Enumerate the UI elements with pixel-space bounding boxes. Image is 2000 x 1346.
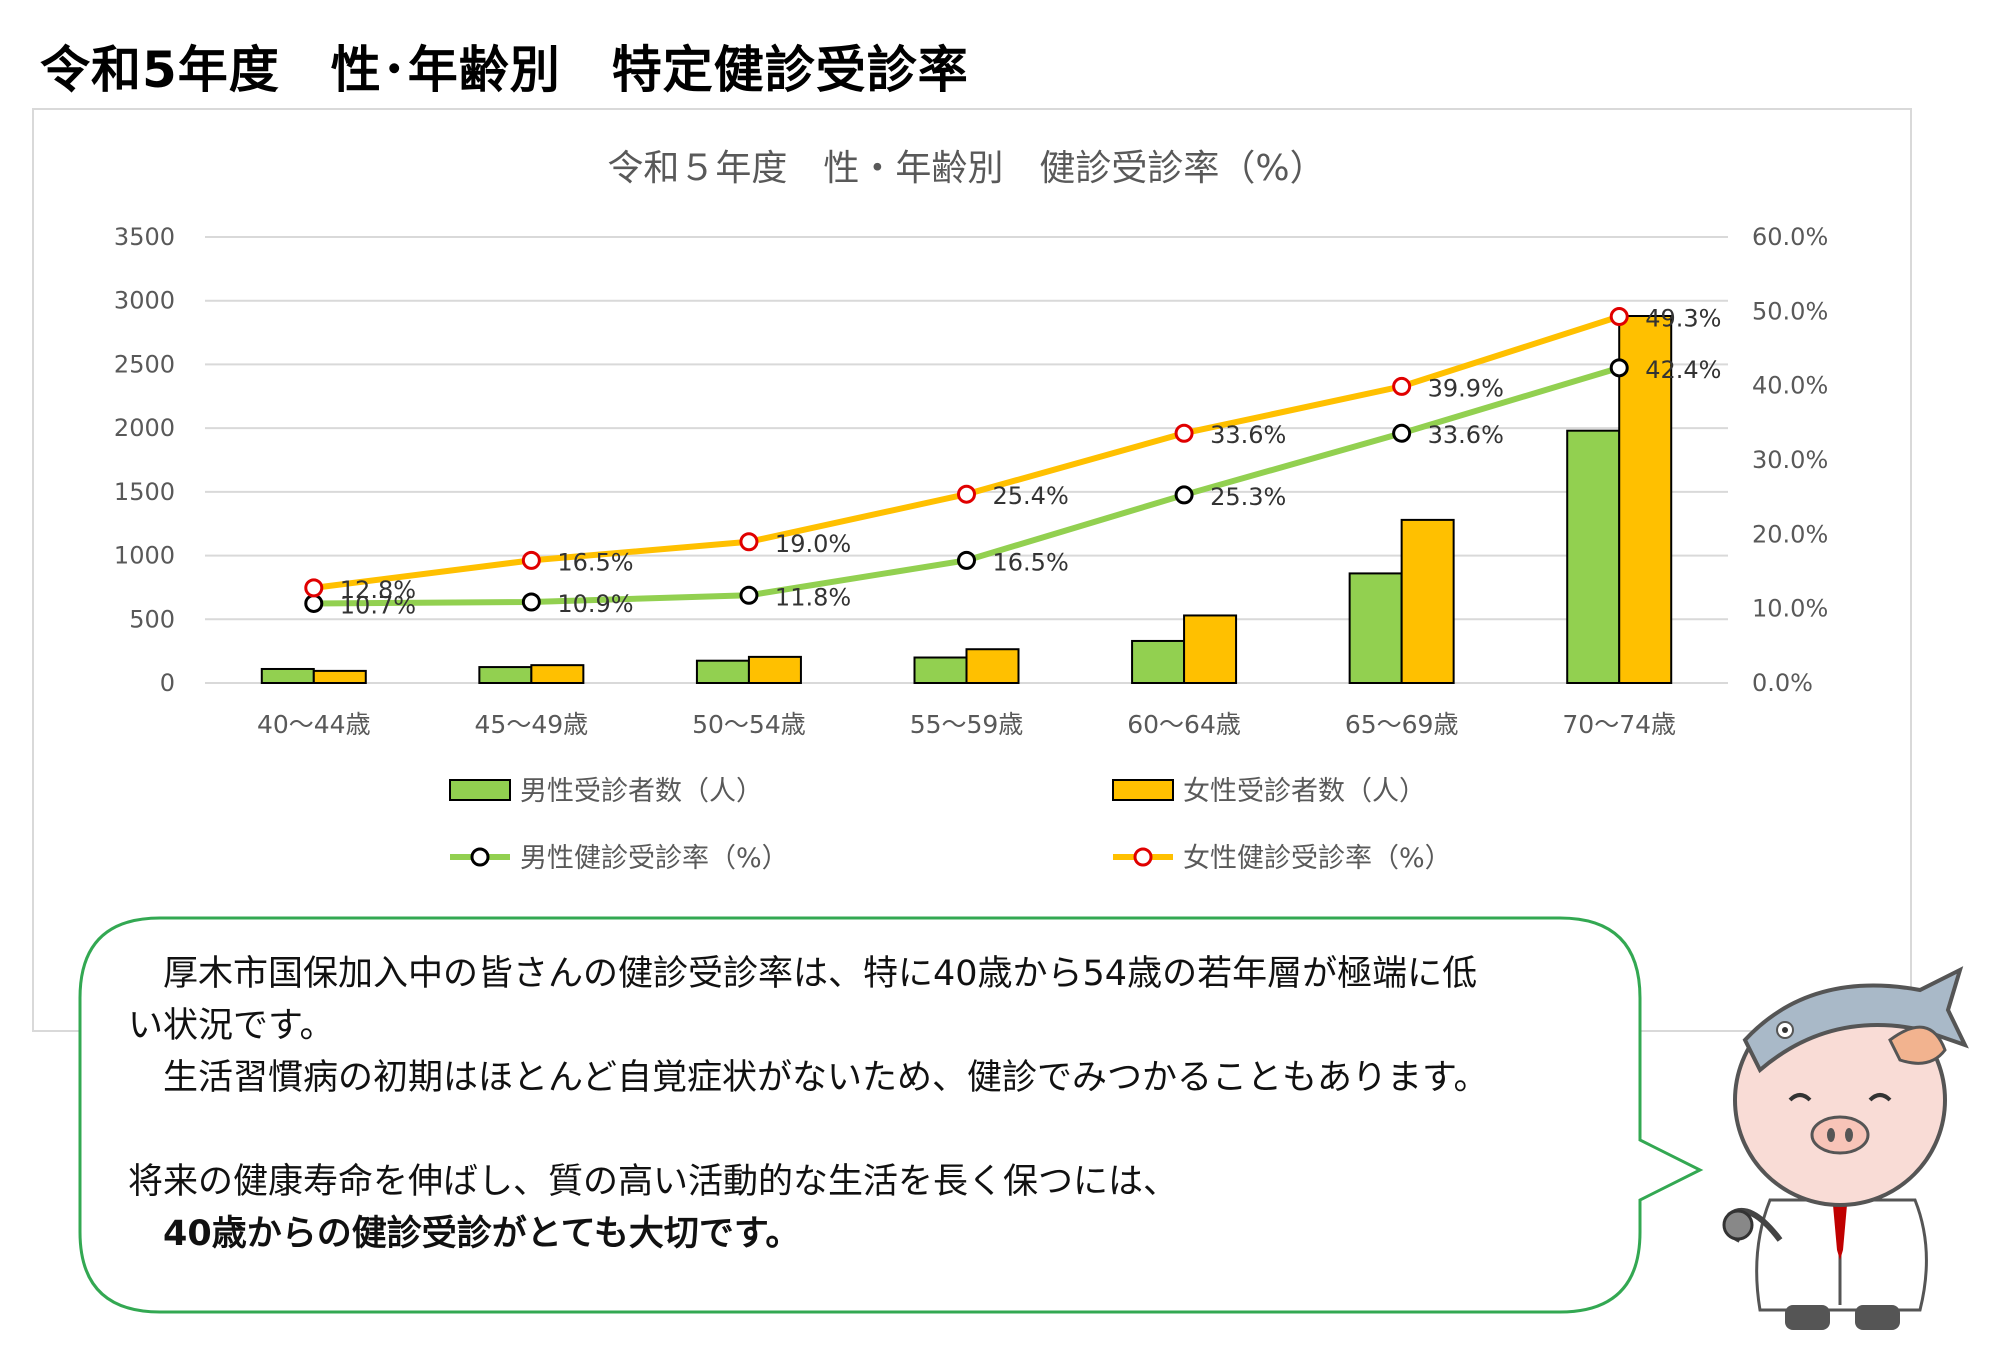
marker-male-rate <box>1392 423 1412 443</box>
mascot-leg <box>1785 1305 1830 1330</box>
mascot-illustration <box>1722 966 1969 1330</box>
bar-female-count <box>312 669 367 685</box>
legend-marker <box>470 847 490 867</box>
message-line: い状況です。 <box>128 1006 335 1046</box>
marker-female-rate <box>957 484 976 504</box>
message-text: 厚木市国保加入中の皆さんの健診受診率は、特に40歳から54歳の若年層が極端に低 … <box>128 948 1628 1260</box>
x-tick-label: 70～74歳 <box>1562 710 1676 739</box>
data-label-male-rate: 25.3% <box>1210 483 1286 511</box>
y-left-tick-label: 2500 <box>114 350 175 378</box>
message-line: 将来の健康寿命を伸ばし、質の高い活動的な生活を長く保つには、 <box>128 1162 1179 1202</box>
message-line: 厚木市国保加入中の皆さんの健診受診率は、特に40歳から54歳の若年層が極端に低 <box>128 954 1478 994</box>
y-left-tick-label: 1000 <box>114 542 175 570</box>
x-tick-label: 40～44歳 <box>257 710 371 739</box>
bar-male-count <box>1348 572 1403 685</box>
mascot-tie <box>1833 1205 1847 1260</box>
marker-male-rate <box>521 592 541 612</box>
mascot-ear <box>1888 1025 1947 1065</box>
y-left-tick-label: 0 <box>160 669 175 697</box>
data-label-female-rate: 16.5% <box>557 548 633 576</box>
legend-label: 男性健診受診率（%） <box>520 843 789 874</box>
x-tick-label: 45～49歳 <box>475 710 589 739</box>
x-tick-label: 55～59歳 <box>910 710 1024 739</box>
chart-title: 令和５年度 性・年齢別 健診受診率（%） <box>607 148 1325 189</box>
y-right-tick-label: 0.0% <box>1752 669 1813 697</box>
bar-female-count <box>1400 518 1455 684</box>
legend-swatch <box>449 779 511 801</box>
x-tick-label: 65～69歳 <box>1345 710 1459 739</box>
marker-male-rate <box>957 550 976 570</box>
y-left-tick-label: 2000 <box>114 414 175 442</box>
mascot-leg <box>1855 1305 1900 1330</box>
speech-bubble-outline <box>78 916 1704 1314</box>
y-right-tick-label: 40.0% <box>1752 372 1828 400</box>
legend-label: 男性受診者数（人） <box>520 776 763 807</box>
data-label-male-rate: 10.9% <box>557 590 633 618</box>
y-right-tick-label: 20.0% <box>1752 520 1828 548</box>
marker-female-rate <box>1392 376 1412 396</box>
bar-male-count <box>1131 639 1186 684</box>
legend-marker <box>1133 847 1153 867</box>
bar-female-count <box>530 664 585 684</box>
mascot-fish-hat <box>1742 966 1969 1074</box>
y-left-tick-label: 3000 <box>114 287 175 315</box>
mascot-snout <box>1810 1115 1870 1155</box>
marker-female-rate <box>739 532 759 552</box>
marker-female-rate <box>1609 307 1629 327</box>
mascot-eye <box>1868 1093 1892 1102</box>
y-left-tick-label: 500 <box>129 605 175 633</box>
message-line-emphasis: 40歳からの健診受診がとても大切です。 <box>128 1214 801 1254</box>
message-line: 生活習慣病の初期はほとんど自覚症状がないため、健診でみつかることもあります。 <box>128 1058 1489 1098</box>
mascot-coat <box>1755 1198 1928 1312</box>
y-right-tick-label: 10.0% <box>1752 595 1828 623</box>
x-tick-label: 50～54歳 <box>692 710 806 739</box>
data-label-male-rate: 16.5% <box>993 548 1069 576</box>
mascot-eye <box>1788 1093 1812 1102</box>
marker-female-rate <box>521 550 541 570</box>
data-label-female-rate: 25.4% <box>993 482 1069 510</box>
data-label-male-rate: 33.6% <box>1428 421 1504 449</box>
marker-male-rate <box>1174 485 1194 505</box>
marker-female-rate <box>1174 423 1194 443</box>
page-title: 令和5年度 性･年齢別 特定健診受診率 <box>40 41 969 99</box>
data-label-male-rate: 11.8% <box>775 583 851 611</box>
bar-female-count <box>747 655 802 684</box>
y-left-tick-label: 1500 <box>114 478 175 506</box>
y-right-tick-label: 30.0% <box>1752 446 1828 474</box>
legend-label: 女性受診者数（人） <box>1183 776 1426 807</box>
data-label-female-rate: 33.6% <box>1210 421 1286 449</box>
y-right-tick-label: 60.0% <box>1752 223 1828 251</box>
bar-female-count <box>1183 614 1238 684</box>
data-label-female-rate: 12.8% <box>340 576 416 604</box>
message-line <box>128 1104 1628 1156</box>
data-label-male-rate: 10.7% <box>340 591 416 619</box>
data-label-female-rate: 49.3% <box>1645 305 1721 333</box>
marker-female-rate <box>304 578 324 598</box>
bar-female-count <box>965 648 1020 685</box>
y-right-tick-label: 50.0% <box>1752 297 1828 325</box>
bar-female-count <box>1618 315 1673 684</box>
data-label-female-rate: 39.9% <box>1428 374 1504 402</box>
marker-male-rate <box>739 585 759 605</box>
marker-male-rate <box>1609 358 1629 378</box>
data-label-female-rate: 19.0% <box>775 530 851 558</box>
y-left-tick-label: 3500 <box>114 223 175 251</box>
legend-label: 女性健診受診率（%） <box>1183 843 1452 874</box>
legend-swatch <box>1112 779 1174 801</box>
data-label-male-rate: 42.4% <box>1645 356 1721 384</box>
x-tick-label: 60～64歳 <box>1127 710 1241 739</box>
